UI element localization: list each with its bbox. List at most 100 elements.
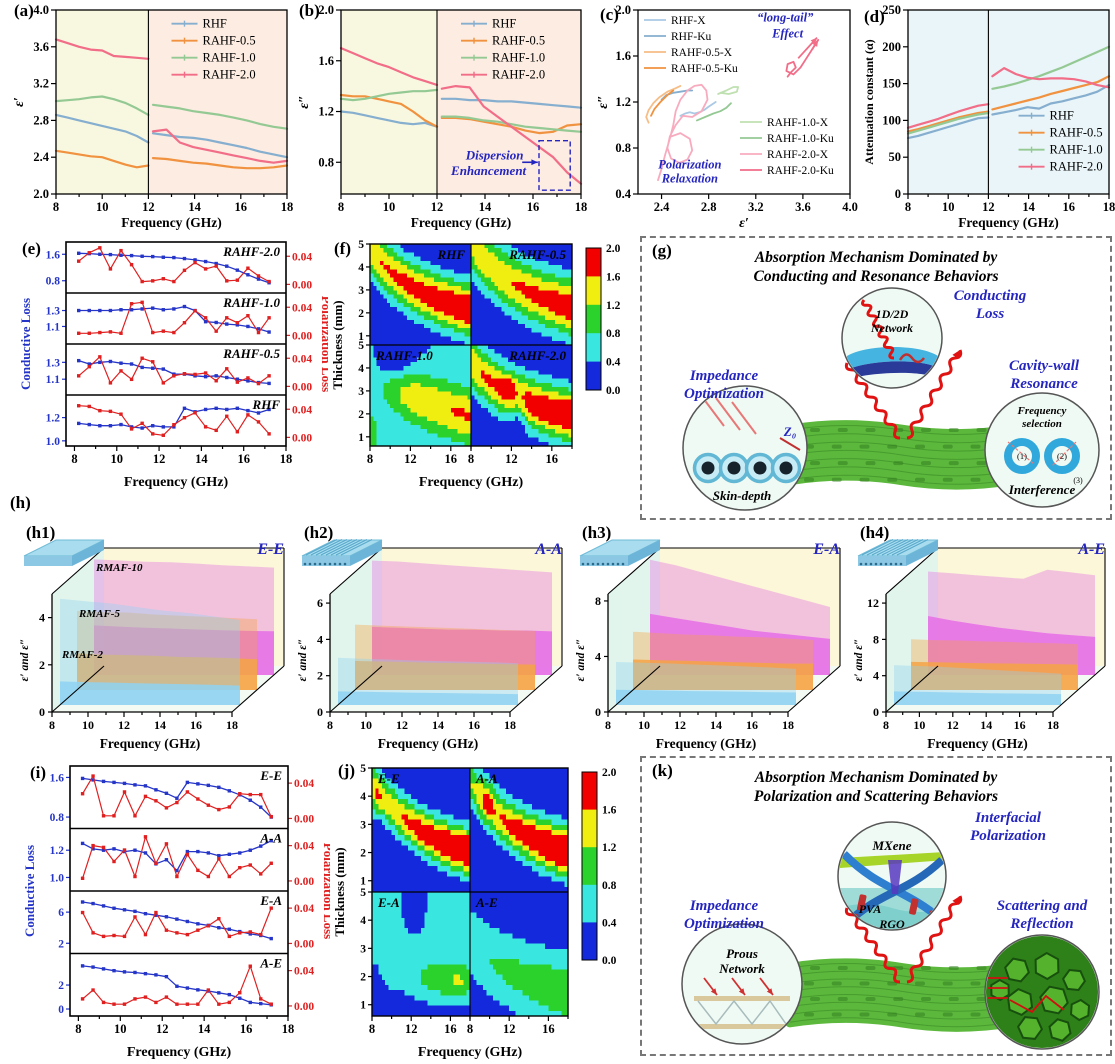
svg-text:1.1: 1.1 <box>46 321 61 333</box>
y-tick-label: 50 <box>889 150 902 164</box>
left-axis-label: Conductive Loss <box>22 845 37 937</box>
legend-label: RAHF-1.0-X <box>767 117 829 129</box>
panel-tag-i: (i) <box>30 763 47 782</box>
svg-text:12: 12 <box>396 718 408 732</box>
svg-text:2: 2 <box>39 658 45 672</box>
y-axis-label: Thickness (mm) <box>330 300 345 389</box>
svg-text:1.3: 1.3 <box>46 357 61 369</box>
quadrant-label: E-A <box>377 895 400 910</box>
z0-label: Z₀ <box>783 424 796 439</box>
ring-mark: (2) <box>1057 451 1067 461</box>
legend-label: RHF-Ku <box>671 31 712 43</box>
surface-rmaf5-e2 <box>77 653 257 690</box>
svg-text:2: 2 <box>58 938 64 950</box>
svg-text:1.6: 1.6 <box>615 49 631 63</box>
structure-icon <box>23 539 105 566</box>
panel-i: 1.6 0.8 0.04 0.00 E-E 1.2 1.0 0.04 0.00 A-A 6 2 0.04… <box>22 760 330 1060</box>
panel-tag-j: (j) <box>338 761 355 780</box>
panel-tag-k: (k) <box>652 761 673 780</box>
y-tick-label: 1.6 <box>318 54 334 68</box>
y-tick-label: 1.2 <box>318 105 334 119</box>
surface-rmaf2-e2 <box>894 691 1061 705</box>
panel-h4: 8 10 12 14 16 18 0 4 8 12 Frequency (GHz) ε′ and ε″… <box>850 520 1115 755</box>
chart-i-loss-stack: 1.6 0.8 0.04 0.00 E-E 1.2 1.0 0.04 0.00 A-A 6 2 0.04… <box>22 765 330 1060</box>
svg-text:4: 4 <box>358 262 364 274</box>
legend-label: RAHF-0.5-X <box>671 47 733 59</box>
svg-text:16: 16 <box>240 1022 253 1036</box>
legend-label: RAHF-1.0 <box>1050 143 1103 157</box>
heat-quadrant-A-E <box>470 892 569 1017</box>
heat-quadrant-RAHF-1.0 <box>370 345 472 447</box>
svg-text:12: 12 <box>118 718 130 732</box>
structure-icon <box>579 539 661 566</box>
legend-label: RAHF-2.0-Ku <box>767 165 834 177</box>
svg-text:1: 1 <box>358 331 364 343</box>
legend-label: RAHF-1.0-Ku <box>767 133 834 145</box>
svg-text:0.04: 0.04 <box>294 841 314 853</box>
svg-text:18: 18 <box>226 718 238 732</box>
panel-b: 8 10 12 14 16 18 0.8 1.2 1.6 2.0 Frequency (GHz) ε″… <box>295 2 587 230</box>
y-tick-label: 0.8 <box>318 155 334 169</box>
chart-b-permittivity-imag: 8 10 12 14 16 18 0.8 1.2 1.6 2.0 Frequency (GHz) ε″… <box>297 3 587 230</box>
colorbar: 2.0 1.6 1.2 0.8 0.4 0.0 <box>581 767 617 967</box>
svg-text:4: 4 <box>358 363 364 375</box>
y-tick-label: 2.8 <box>33 113 49 127</box>
row-label: A-A <box>259 831 282 846</box>
svg-text:16: 16 <box>1014 718 1026 732</box>
svg-text:10: 10 <box>913 718 925 732</box>
svg-text:12: 12 <box>867 596 879 610</box>
axes: 2.4 2.8 3.2 3.6 4.0 0.4 0.8 1.2 1.6 2.0 <box>615 3 857 214</box>
panel-tag-c: (c) <box>600 5 619 24</box>
mechanism-title: Absorption Mechanism Dominated by <box>754 769 998 786</box>
svg-text:12: 12 <box>505 452 518 466</box>
surface-rmaf2-e2 <box>60 681 240 705</box>
svg-text:5: 5 <box>358 239 364 251</box>
mechanism-title: Polarization and Scattering Behaviors <box>754 788 998 805</box>
legend: RAHF-1.0-X RAHF-1.0-Ku RAHF-2.0-X RAHF-2.0-… <box>740 117 834 177</box>
panel-k-mechanism-box: MXene PVA RGO Prous Network Absorption Mechan… <box>640 756 1112 1056</box>
surface-rmaf2-e2 <box>338 691 518 705</box>
chart-h2-waterfall: 8 10 12 14 16 18 0 2 4 6 Frequency (GHz) ε′ and ε″ A… <box>297 539 563 751</box>
loss-row-RAHF-1.0: 1.3 1.1 0.04 0.00 RAHF-1.0 <box>46 295 313 342</box>
svg-text:0.8: 0.8 <box>46 276 61 288</box>
colorbar-label: 0.4 <box>602 917 617 929</box>
y-tick-label: 200 <box>882 40 901 54</box>
svg-text:1.1: 1.1 <box>46 374 61 386</box>
svg-text:2.8: 2.8 <box>701 200 717 214</box>
y-axis-label: ε′ <box>12 97 27 107</box>
panel-d: 8 10 12 14 16 18 0 50 100 150 200 250 Frequency (GHz… <box>860 2 1115 230</box>
svg-text:0: 0 <box>317 705 323 719</box>
x-tick-label: 8 <box>905 200 911 214</box>
panel-g-mechanism-box: 1D/2D Network Z₀ Skin-depth Frequency selecti… <box>640 236 1112 520</box>
svg-text:8: 8 <box>49 718 55 732</box>
surface-rmaf2-e1 <box>60 598 240 705</box>
panel-a: 8 10 12 14 16 18 2.0 2.4 2.8 3.2 3.6 4.0 Frequency (… <box>10 2 293 230</box>
legend-label: RAHF-0.5-Ku <box>671 63 738 75</box>
panel-tag-h1: (h1) <box>26 523 56 542</box>
mechanism-label: Cavity-wall <box>1009 358 1080 374</box>
svg-text:0.04: 0.04 <box>292 404 312 416</box>
legend-label: RAHF-2.0-X <box>767 149 829 161</box>
svg-text:0.04: 0.04 <box>294 778 314 790</box>
chart-e-loss-stack: 1.6 0.8 0.04 0.00 RAHF-2.0 1.3 1.1 0.04 0.00 RAHF… <box>18 241 328 490</box>
x-tick-label: 18 <box>1103 200 1115 214</box>
svg-text:8: 8 <box>883 718 889 732</box>
panel-h1: 8 10 12 14 16 18 0 2 4 Frequency (GHz) ε′ and ε″ E-… <box>16 520 294 755</box>
svg-text:8: 8 <box>367 452 373 466</box>
svg-text:8: 8 <box>75 1022 81 1036</box>
legend-label: RAHF-0.5 <box>1050 126 1103 140</box>
svg-text:12: 12 <box>153 452 166 466</box>
mechanism-label: Conducting <box>954 288 1027 304</box>
mechanism-label: Impedance <box>689 898 759 914</box>
colorbar-label: 0.8 <box>606 328 621 340</box>
x-tick-label: 8 <box>53 200 59 214</box>
chart-h1-waterfall: 8 10 12 14 16 18 0 2 4 Frequency (GHz) ε′ and ε″ E-… <box>19 539 285 751</box>
x-tick-label: 16 <box>1063 200 1076 214</box>
configuration-label: A-A <box>534 541 562 558</box>
colorbar-label: 2.0 <box>606 243 621 255</box>
panel-h3: 8 10 12 14 16 18 0 4 8 Frequency (GHz) ε′ and ε″ E-… <box>572 520 850 755</box>
svg-text:0: 0 <box>39 705 45 719</box>
microwave-arrow <box>844 362 901 440</box>
y-axis-label: ε″ <box>596 95 611 108</box>
svg-text:0.04: 0.04 <box>294 903 314 915</box>
